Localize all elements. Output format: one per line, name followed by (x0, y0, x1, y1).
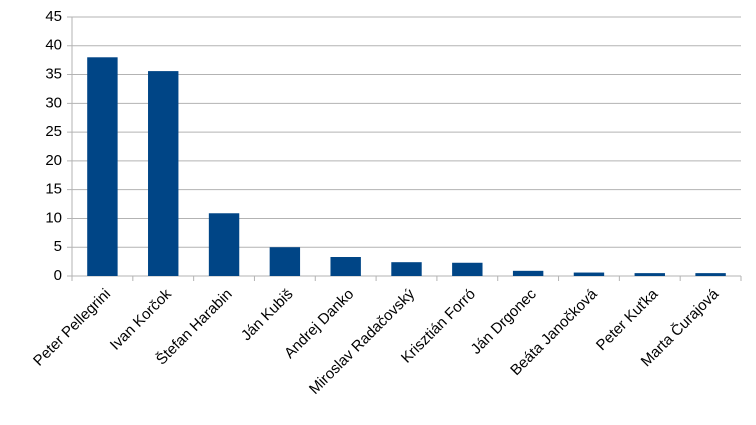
bar (330, 257, 361, 276)
x-tick-label: Miroslav Radačovský (306, 285, 419, 398)
bar (87, 57, 118, 277)
y-tick-label: 15 (45, 181, 62, 198)
bar (208, 213, 240, 276)
bar (573, 272, 605, 276)
y-tick-label: 35 (45, 66, 62, 83)
y-tick-label: 5 (54, 238, 62, 255)
y-tick-label: 40 (45, 37, 62, 54)
y-tick-label: 30 (45, 94, 62, 111)
bar (634, 273, 665, 276)
x-tick-label: Peter Pellegrini (30, 286, 114, 370)
y-tick-label: 0 (54, 267, 62, 284)
bar (512, 270, 544, 276)
bar (452, 262, 483, 276)
bar (391, 262, 422, 276)
bar (269, 247, 301, 276)
y-tick-label: 20 (45, 152, 62, 169)
bar (148, 71, 179, 276)
y-tick-label: 10 (45, 209, 62, 226)
y-tick-label: 25 (45, 123, 62, 140)
bar (695, 273, 726, 276)
y-tick-label: 45 (45, 8, 62, 25)
x-tick-label: Ján Kubiš (238, 286, 297, 345)
